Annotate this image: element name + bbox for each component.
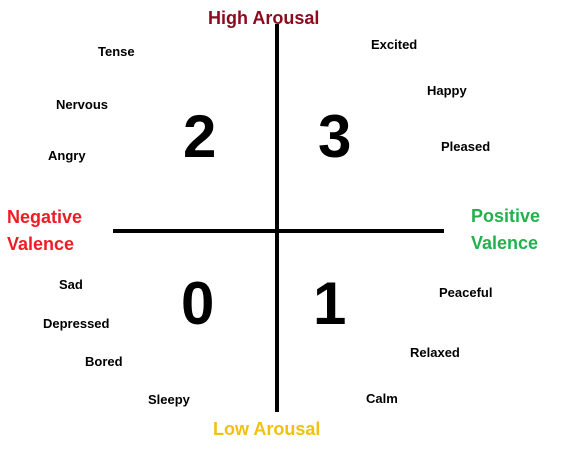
emotion-pleased: Pleased	[441, 139, 491, 154]
positive-valence-line-1: Positive	[471, 206, 541, 226]
emotion-bored: Bored	[85, 354, 123, 369]
emotion-happy: Happy	[427, 83, 467, 98]
emotion-peaceful: Peaceful	[439, 285, 493, 300]
emotion-sleepy: Sleepy	[148, 392, 190, 407]
quadrant-number-bottom-right: 1	[313, 270, 347, 337]
emotion-sad: Sad	[59, 277, 83, 292]
negative-valence-line-2: Valence	[7, 234, 75, 254]
arousal-axis	[275, 24, 279, 412]
negative-valence-label: Negative Valence	[7, 204, 82, 258]
emotion-tense: Tense	[98, 44, 135, 59]
emotion-calm: Calm	[366, 391, 398, 406]
positive-valence-label: Positive Valence	[471, 203, 540, 257]
negative-valence-line-1: Negative	[7, 207, 83, 227]
emotion-depressed: Depressed	[43, 316, 110, 331]
valence-axis	[113, 229, 444, 233]
emotion-angry: Angry	[48, 148, 86, 163]
positive-valence-line-2: Valence	[471, 233, 539, 253]
emotion-excited: Excited	[371, 37, 418, 52]
emotion-relaxed: Relaxed	[410, 345, 460, 360]
quadrant-number-bottom-left: 0	[181, 270, 215, 337]
quadrant-number-top-left: 2	[183, 103, 217, 170]
low-arousal-label: Low Arousal	[213, 419, 321, 439]
quadrant-number-top-right: 3	[318, 103, 352, 170]
high-arousal-label: High Arousal	[208, 8, 320, 28]
emotion-nervous: Nervous	[56, 97, 109, 112]
